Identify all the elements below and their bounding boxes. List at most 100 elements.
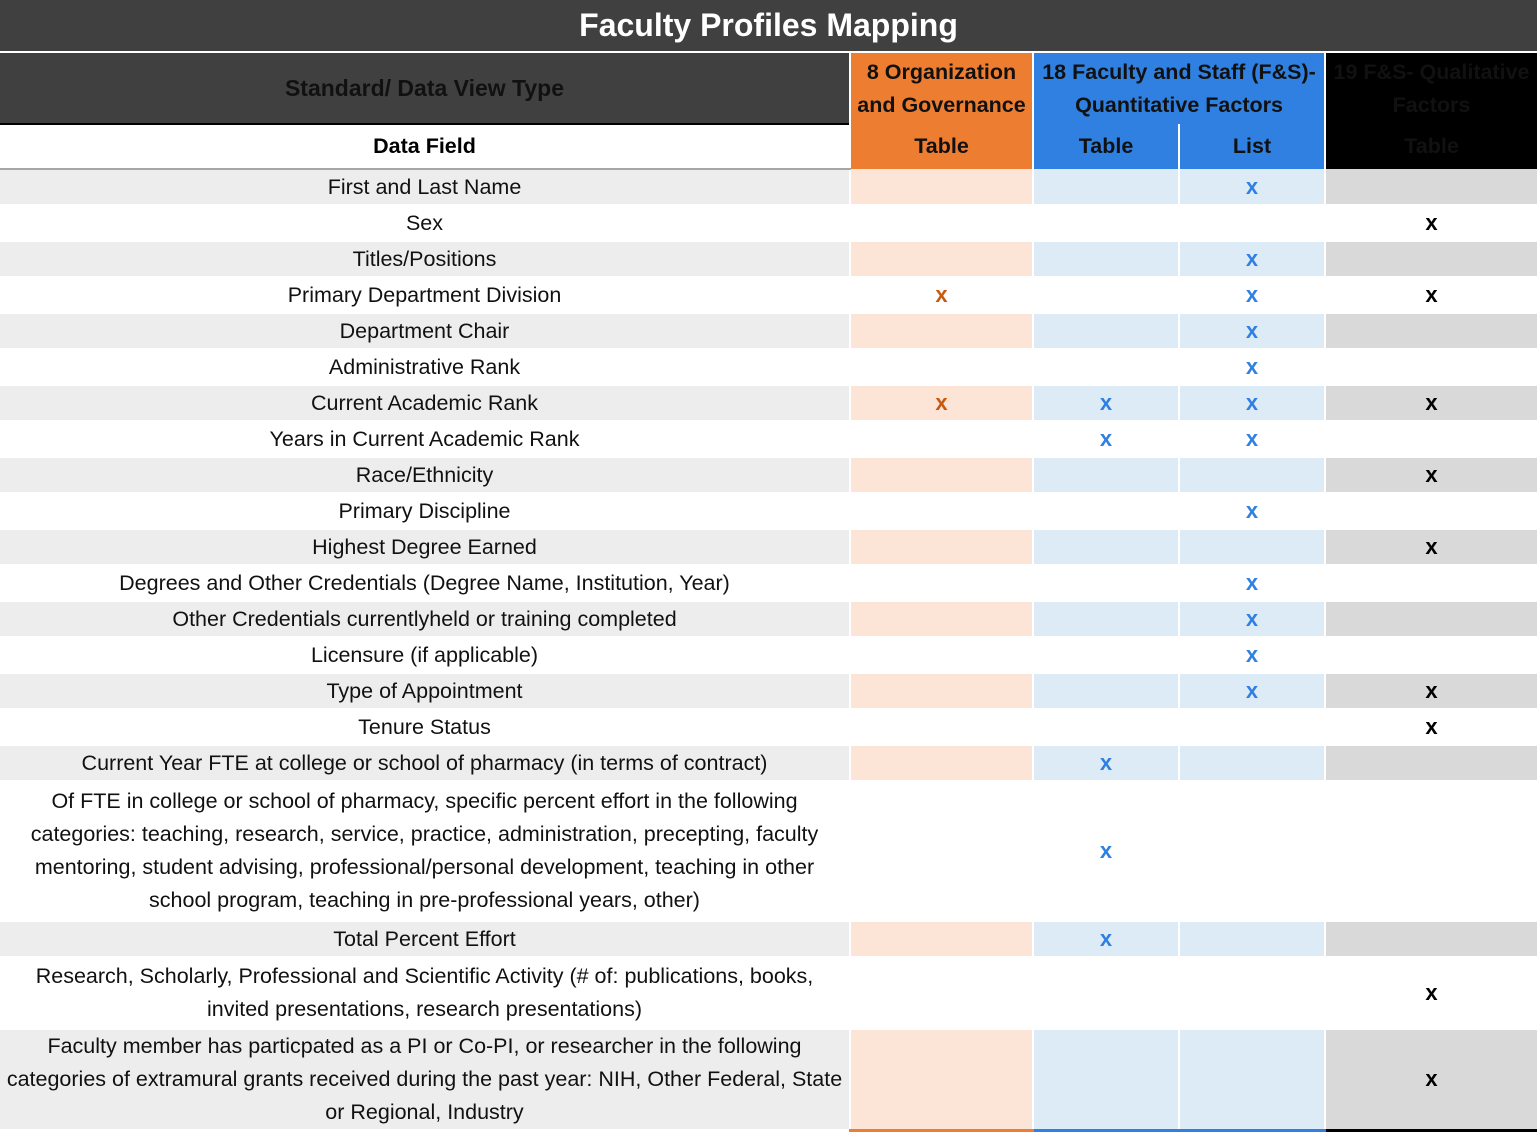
fs-quant-table-cell xyxy=(1032,205,1179,242)
org-governance-cell xyxy=(849,781,1033,922)
table-row: Research, Scholarly, Professional and Sc… xyxy=(0,957,1537,1030)
fs-quant-table-cell xyxy=(1032,241,1179,278)
fs-quant-table-cell xyxy=(1032,277,1179,314)
table-row: Faculty member has particpated as a PI o… xyxy=(0,1029,1537,1132)
standard-19-header: 19 F&S- Qualitative Factors xyxy=(1324,53,1537,124)
view-type-fs-list: List xyxy=(1177,124,1326,169)
mapping-mark: x xyxy=(1425,678,1438,703)
fs-qual-table-cell xyxy=(1324,241,1537,278)
table-row: Primary Department Division x x x xyxy=(0,277,1537,314)
table-row: Of FTE in college or school of pharmacy,… xyxy=(0,781,1537,922)
field-label: Total Percent Effort xyxy=(333,926,516,951)
fs-quant-list-cell: x xyxy=(1177,169,1326,206)
fs-quant-list-cell xyxy=(1177,709,1326,746)
mapping-table: Standard/ Data View Type 8 Organization … xyxy=(0,53,1537,1132)
fs-quant-table-cell xyxy=(1032,601,1179,638)
fs-quant-table-cell xyxy=(1032,637,1179,674)
fs-quant-table-cell xyxy=(1032,1029,1179,1132)
field-label: Primary Department Division xyxy=(287,282,562,307)
org-governance-cell xyxy=(849,529,1033,566)
field-label: Race/Ethnicity xyxy=(355,462,494,487)
data-field-cell: First and Last Name xyxy=(0,169,850,206)
field-label: Years in Current Academic Rank xyxy=(269,426,580,451)
field-label: Administrative Rank xyxy=(328,354,521,379)
fs-quant-list-cell xyxy=(1177,781,1326,922)
mapping-mark: x xyxy=(1425,282,1438,307)
fs-qual-table-cell xyxy=(1324,745,1537,782)
data-field-header: Data Field xyxy=(0,123,850,170)
field-label: Licensure (if applicable) xyxy=(310,642,539,667)
field-label: First and Last Name xyxy=(327,174,522,199)
table-row: Type of Appointment x x xyxy=(0,673,1537,710)
mapping-mark: x xyxy=(1245,318,1259,343)
data-field-cell: Degrees and Other Credentials (Degree Na… xyxy=(0,565,850,602)
data-field-cell: Race/Ethnicity xyxy=(0,457,850,494)
fs-quant-list-cell: x xyxy=(1177,349,1326,386)
table-row: Administrative Rank x xyxy=(0,349,1537,386)
field-label: Degrees and Other Credentials (Degree Na… xyxy=(119,570,730,595)
field-label: Current Year FTE at college or school of… xyxy=(81,750,768,775)
standard-8-header: 8 Organization and Governance xyxy=(849,53,1033,124)
fs-quant-table-cell xyxy=(1032,349,1179,386)
mapping-mark: x xyxy=(1245,246,1259,271)
fs-quant-table-cell xyxy=(1032,673,1179,710)
data-field-cell: Sex xyxy=(0,205,850,242)
data-field-cell: Research, Scholarly, Professional and Sc… xyxy=(0,957,850,1030)
mapping-mark: x xyxy=(1425,714,1438,739)
fs-qual-table-cell xyxy=(1324,601,1537,638)
table-row: Years in Current Academic Rank x x xyxy=(0,421,1537,458)
field-label: Current Academic Rank xyxy=(310,390,539,415)
mapping-mark: x xyxy=(1099,750,1113,775)
fs-qual-table-cell: x xyxy=(1324,277,1537,314)
org-governance-cell xyxy=(849,421,1033,458)
fs-qual-table-cell: x xyxy=(1324,457,1537,494)
table-row: Current Year FTE at college or school of… xyxy=(0,745,1537,782)
mapping-mark: x xyxy=(1425,980,1438,1005)
fs-quant-table-cell xyxy=(1032,957,1179,1030)
field-label: Faculty member has particpated as a PI o… xyxy=(6,1034,843,1124)
standard-header: Standard/ Data View Type xyxy=(0,53,850,124)
fs-qual-table-cell: x xyxy=(1324,673,1537,710)
fs-quant-list-cell: x xyxy=(1177,313,1326,350)
mapping-mark: x xyxy=(1245,678,1259,703)
fs-quant-table-cell xyxy=(1032,313,1179,350)
fs-qual-table-cell xyxy=(1324,565,1537,602)
fs-qual-table-cell xyxy=(1324,493,1537,530)
fs-quant-list-cell xyxy=(1177,921,1326,958)
fs-qual-table-cell xyxy=(1324,921,1537,958)
fs-quant-list-cell: x xyxy=(1177,565,1326,602)
table-row: Current Academic Rank x x x x xyxy=(0,385,1537,422)
mapping-mark: x xyxy=(1245,173,1259,199)
field-label: Type of Appointment xyxy=(326,678,523,703)
fs-quant-table-cell xyxy=(1032,169,1179,206)
mapping-mark: x xyxy=(1425,210,1438,235)
table-row: Primary Discipline x xyxy=(0,493,1537,530)
org-governance-cell xyxy=(849,709,1033,746)
mapping-mark: x xyxy=(1425,534,1438,559)
mapping-mark: x xyxy=(1425,462,1438,487)
data-field-cell: Licensure (if applicable) xyxy=(0,637,850,674)
mapping-mark: x xyxy=(1099,838,1113,863)
mapping-mark: x xyxy=(1099,390,1113,415)
table-row: Licensure (if applicable) x xyxy=(0,637,1537,674)
mapping-mark: x xyxy=(1245,354,1259,379)
field-label: Sex xyxy=(405,210,444,235)
fs-quant-table-cell xyxy=(1032,457,1179,494)
org-governance-cell: x xyxy=(849,277,1033,314)
org-governance-cell xyxy=(849,457,1033,494)
data-field-cell: Of FTE in college or school of pharmacy,… xyxy=(0,781,850,922)
mapping-mark: x xyxy=(935,282,948,307)
fs-qual-table-cell xyxy=(1324,421,1537,458)
header-row-standards: Standard/ Data View Type 8 Organization … xyxy=(0,53,1537,124)
mapping-mark: x xyxy=(1245,570,1259,595)
mapping-mark: x xyxy=(1245,606,1259,631)
org-governance-cell xyxy=(849,313,1033,350)
org-governance-cell xyxy=(849,745,1033,782)
fs-qual-table-cell: x xyxy=(1324,205,1537,242)
data-field-cell: Department Chair xyxy=(0,313,850,350)
fs-quant-table-cell: x xyxy=(1032,421,1179,458)
org-governance-cell xyxy=(849,205,1033,242)
fs-quant-list-cell xyxy=(1177,529,1326,566)
fs-quant-table-cell xyxy=(1032,565,1179,602)
data-field-cell: Type of Appointment xyxy=(0,673,850,710)
